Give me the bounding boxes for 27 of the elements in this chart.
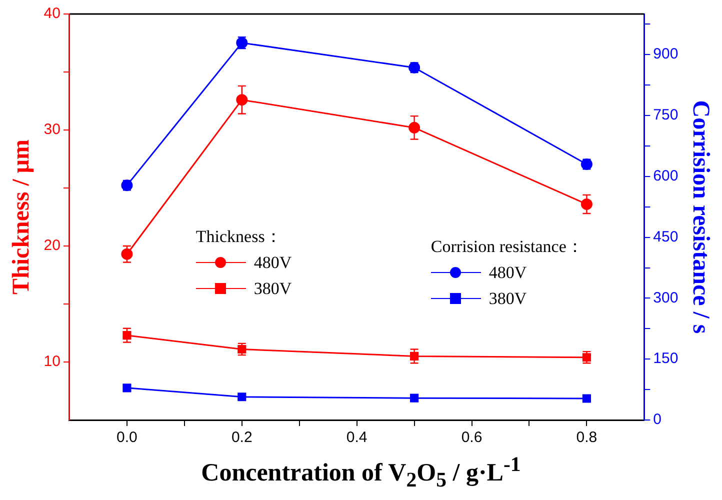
x-axis-title: Concentration of V$_{2}$O$_{5}$ / g·L$^{-1}$: [200, 452, 522, 492]
y-tick-label: 10: [44, 353, 60, 370]
y-tick-label: 30: [44, 121, 60, 138]
legend-label: 480V: [254, 253, 292, 274]
y2-tick-label: 0: [653, 411, 662, 428]
y2-tick-label: 750: [653, 106, 678, 124]
x-tick-label: 0.0: [116, 429, 138, 446]
legend-label: 380V: [254, 279, 292, 300]
annotation: Thickness：: [196, 226, 283, 248]
x-tick-label: 0.6: [461, 429, 482, 446]
y2-tick-label: 150: [653, 350, 678, 368]
x-tick-label: 0.4: [346, 429, 368, 446]
x-tick-label: 0.8: [576, 429, 598, 446]
legend-label: 480V: [488, 263, 527, 284]
y-tick-label: 40: [44, 5, 60, 22]
legend-label: 380V: [488, 289, 527, 310]
x-tick-label: 0.2: [231, 429, 252, 446]
y2-tick-label: 600: [653, 168, 678, 185]
y2-axis-title: Corrision resistance / s: [687, 100, 714, 334]
y2-tick-label: 450: [653, 228, 678, 246]
y-axis-title: Thickness / μm: [8, 140, 35, 294]
y2-tick-label: 900: [653, 46, 678, 63]
point: [236, 94, 248, 106]
annotation: Corrision resistance：: [430, 236, 584, 258]
point: [121, 248, 133, 260]
y-tick-label: 20: [44, 237, 60, 254]
y2-tick-label: 300: [653, 289, 678, 306]
